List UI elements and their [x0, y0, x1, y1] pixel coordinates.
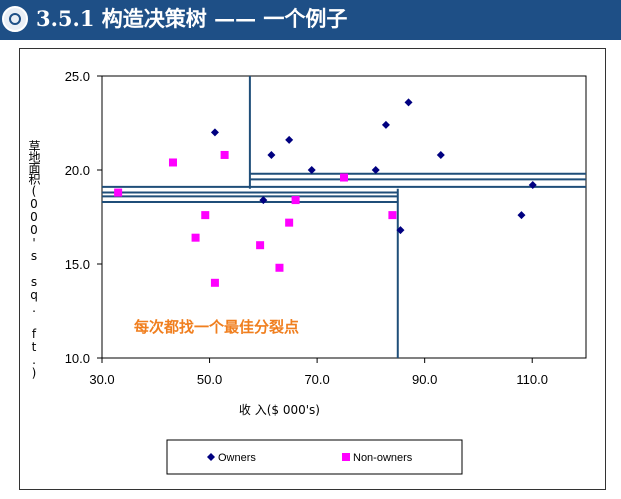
owner-point — [517, 211, 525, 219]
y-tick-label: 25.0 — [65, 69, 90, 84]
owner-point — [405, 98, 413, 106]
legend-non-owners-marker — [342, 453, 350, 461]
x-tick-label: 70.0 — [304, 372, 329, 387]
non-owner-point — [256, 241, 264, 249]
non-owner-point — [169, 158, 177, 166]
annotation-text: 每次都找一个最佳分裂点 — [134, 318, 299, 336]
non-owner-point — [221, 151, 229, 159]
non-owner-point — [388, 211, 396, 219]
legend-owners-label: Owners — [218, 452, 256, 464]
x-tick-label: 90.0 — [412, 372, 437, 387]
owner-point — [285, 136, 293, 144]
non-owner-point — [340, 174, 348, 182]
non-owner-point — [114, 189, 122, 197]
owner-point — [382, 121, 390, 129]
non-owner-point — [192, 234, 200, 242]
owner-point — [267, 151, 275, 159]
x-axis-label: 收 入($ 000's) — [239, 403, 320, 417]
y-axis-label: 草地面积(000's sq. ft.) — [27, 140, 41, 379]
non-owner-point — [211, 279, 219, 287]
legend-non-owners-label: Non-owners — [353, 452, 413, 464]
owner-point — [437, 151, 445, 159]
x-tick-label: 110.0 — [516, 372, 548, 387]
non-owner-point — [285, 219, 293, 227]
plot-area-border — [102, 76, 586, 358]
non-owner-point — [292, 196, 300, 204]
y-tick-label: 15.0 — [65, 257, 90, 272]
x-tick-label: 50.0 — [197, 372, 222, 387]
y-tick-label: 10.0 — [65, 351, 90, 366]
non-owner-point — [201, 211, 209, 219]
y-tick-label: 20.0 — [65, 163, 90, 178]
x-tick-label: 30.0 — [89, 372, 114, 387]
non-owner-point — [275, 264, 283, 272]
owner-point — [211, 128, 219, 136]
